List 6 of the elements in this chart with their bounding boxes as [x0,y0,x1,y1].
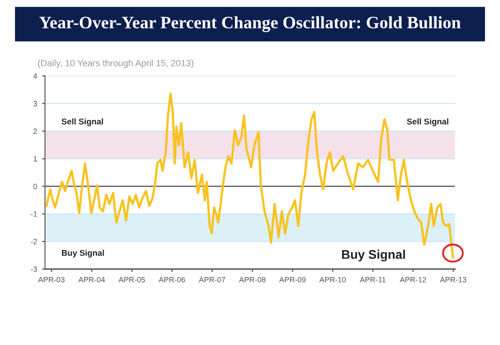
annotation: Buy Signal [62,250,104,258]
annotation: Buy Signal [342,250,405,262]
annotation: Sell Signal [62,118,103,126]
chart-subtitle: (Daily, 10 Years through April 15, 2013) [38,60,194,68]
annotation: Sell Signal [406,118,448,126]
chart-title: Year-Over-Year Percent Change Oscillator: Gold Bullion [39,16,461,32]
